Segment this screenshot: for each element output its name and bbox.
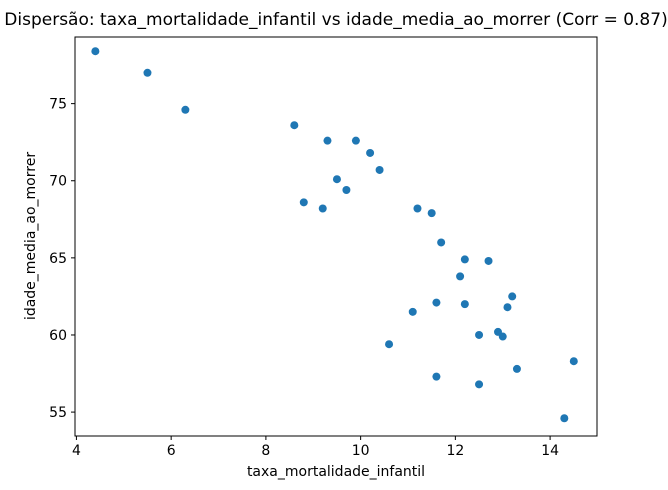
scatter-point: [460, 300, 469, 309]
scatter-point: [437, 238, 446, 247]
scatter-point: [143, 68, 152, 77]
scatter-point: [512, 364, 521, 373]
scatter-point: [375, 165, 384, 174]
scatter-point: [91, 47, 100, 56]
scatter-point: [413, 204, 422, 213]
x-tick-label: 10: [352, 443, 370, 459]
scatter-point: [342, 185, 351, 194]
y-axis-ticks: 55 60 65 70 75: [49, 97, 75, 421]
scatter-point: [508, 292, 517, 301]
y-tick-label: 75: [49, 97, 67, 113]
scatter-point: [569, 357, 578, 366]
scatter-point: [318, 204, 327, 213]
x-tick-label: 4: [72, 443, 81, 459]
scatter-point: [299, 198, 308, 207]
scatter-point: [456, 272, 465, 281]
scatter-point: [332, 175, 341, 184]
scatter-point: [460, 255, 469, 264]
scatter-point: [484, 256, 493, 265]
y-tick-label: 55: [49, 405, 67, 421]
scatter-point: [475, 330, 484, 339]
scatter-point: [475, 380, 484, 389]
y-axis-label: idade_media_ao_morrer: [23, 152, 39, 320]
scatter-point: [560, 414, 569, 423]
scatter-point: [181, 105, 190, 114]
chart-title: Dispersão: taxa_mortalidade_infantil vs …: [4, 10, 667, 30]
scatter-point: [432, 298, 441, 307]
x-tick-label: 6: [167, 443, 176, 459]
y-tick-label: 60: [49, 328, 67, 344]
x-tick-label: 12: [446, 443, 464, 459]
scatter-point: [290, 121, 299, 130]
y-tick-label: 65: [49, 251, 67, 267]
scatter-point: [432, 372, 441, 381]
scatter-point: [385, 340, 394, 349]
scatter-point: [351, 136, 360, 145]
plot-border: [74, 36, 598, 437]
x-axis-ticks: 4 6 8 10 12 14: [72, 436, 559, 459]
scatter-point: [427, 209, 436, 218]
scatter-point: [408, 307, 417, 316]
scatter-point: [498, 332, 507, 341]
x-axis-label: taxa_mortalidade_infantil: [247, 464, 425, 480]
x-tick-label: 8: [261, 443, 270, 459]
scatter-point: [366, 148, 375, 157]
scatter-points-group: [91, 47, 578, 423]
y-tick-label: 70: [49, 174, 67, 190]
scatter-point: [323, 136, 332, 145]
scatter-point: [503, 303, 512, 312]
x-tick-label: 14: [541, 443, 559, 459]
